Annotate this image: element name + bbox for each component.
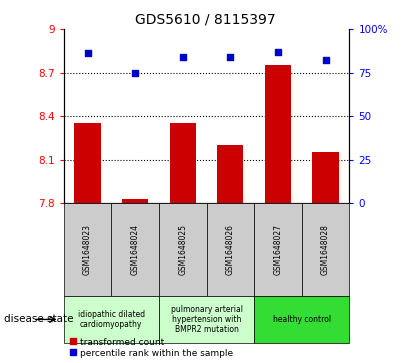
Text: pulmonary arterial
hypertension with
BMPR2 mutation: pulmonary arterial hypertension with BMP… — [171, 305, 242, 334]
Point — [275, 49, 281, 54]
Bar — [312, 152, 339, 203]
Bar — [122, 199, 148, 203]
Bar — [217, 145, 243, 203]
Bar — [74, 123, 101, 203]
Point — [227, 54, 233, 60]
Bar — [302, 203, 349, 296]
Bar — [265, 65, 291, 203]
Text: GSM1648028: GSM1648028 — [321, 224, 330, 275]
Text: idiopathic dilated
cardiomyopathy: idiopathic dilated cardiomyopathy — [78, 310, 145, 329]
Text: GSM1648027: GSM1648027 — [273, 224, 282, 275]
Text: healthy control: healthy control — [272, 315, 331, 324]
Bar — [159, 203, 206, 296]
Point — [132, 70, 139, 76]
Bar — [64, 203, 111, 296]
Bar — [111, 203, 159, 296]
Text: GSM1648024: GSM1648024 — [131, 224, 140, 275]
Bar — [206, 203, 254, 296]
Bar — [170, 123, 196, 203]
Text: GSM1648025: GSM1648025 — [178, 224, 187, 275]
Bar — [254, 203, 302, 296]
Bar — [254, 296, 349, 343]
Point — [322, 57, 329, 63]
Text: GSM1648023: GSM1648023 — [83, 224, 92, 275]
Text: GSM1648026: GSM1648026 — [226, 224, 235, 275]
Point — [180, 54, 186, 60]
Bar — [159, 296, 254, 343]
Text: disease state: disease state — [4, 314, 74, 325]
Point — [84, 50, 91, 56]
Legend: transformed count, percentile rank within the sample: transformed count, percentile rank withi… — [68, 337, 234, 359]
Bar — [64, 296, 159, 343]
Text: GDS5610 / 8115397: GDS5610 / 8115397 — [135, 13, 276, 27]
